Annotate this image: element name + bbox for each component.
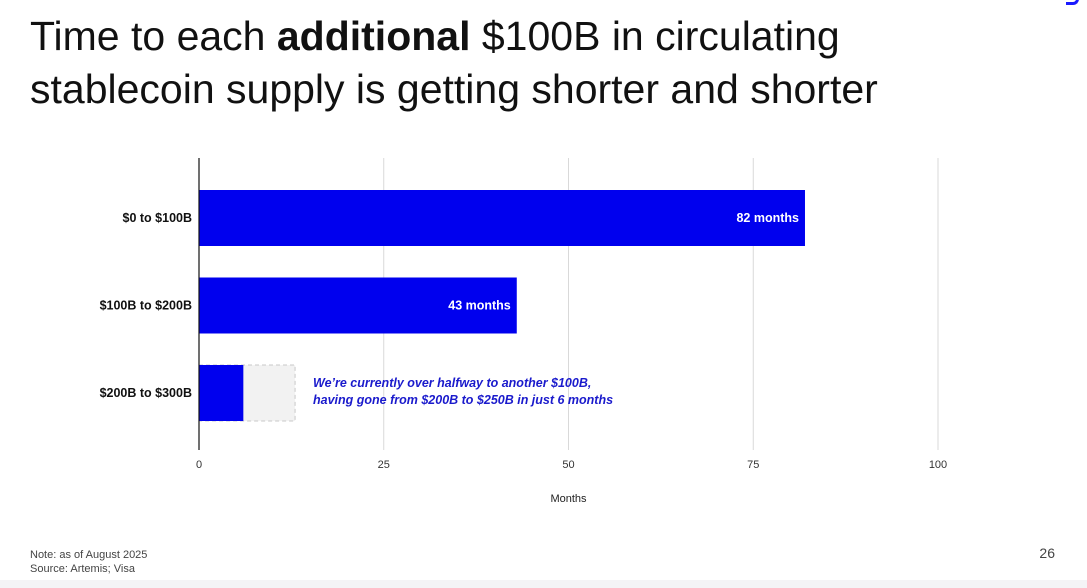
source-text: Source: Artemis; Visa bbox=[30, 563, 135, 575]
x-tick-label-75: 75 bbox=[747, 459, 759, 471]
page-number: 26 bbox=[1039, 545, 1055, 561]
bar-0 bbox=[199, 190, 805, 246]
x-tick-label-25: 25 bbox=[378, 459, 390, 471]
bottom-bar bbox=[0, 580, 1087, 588]
bar-1 bbox=[199, 277, 517, 334]
category-label-2: $200B to $300B bbox=[100, 386, 192, 400]
x-axis-title: Months bbox=[550, 493, 587, 505]
corner-logo-mark bbox=[1066, 0, 1079, 5]
title-prefix: Time to each bbox=[30, 13, 277, 59]
annotation-line-0: We’re currently over halfway to another … bbox=[313, 376, 591, 390]
bar-2 bbox=[199, 365, 244, 421]
note-text: Note: as of August 2025 bbox=[30, 549, 148, 561]
category-label-1: $100B to $200B bbox=[100, 299, 192, 313]
slide-title: Time to each additional $100B in circula… bbox=[30, 10, 1030, 116]
x-tick-label-50: 50 bbox=[562, 459, 574, 471]
x-tick-label-0: 0 bbox=[196, 459, 202, 471]
x-tick-label-100: 100 bbox=[929, 459, 947, 471]
data-label-1: 43 months bbox=[448, 299, 511, 313]
data-label-0: 82 months bbox=[736, 211, 799, 225]
title-bold-word: additional bbox=[276, 13, 471, 59]
title-line-2: stablecoin supply is getting shorter and… bbox=[30, 66, 878, 112]
annotation-line-1: having gone from $200B to $250B in just … bbox=[313, 393, 613, 407]
footer-note: Note: as of August 2025 Source: Artemis;… bbox=[30, 548, 147, 576]
title-suffix: $100B in circulating bbox=[470, 13, 840, 59]
category-label-0: $0 to $100B bbox=[123, 211, 192, 225]
